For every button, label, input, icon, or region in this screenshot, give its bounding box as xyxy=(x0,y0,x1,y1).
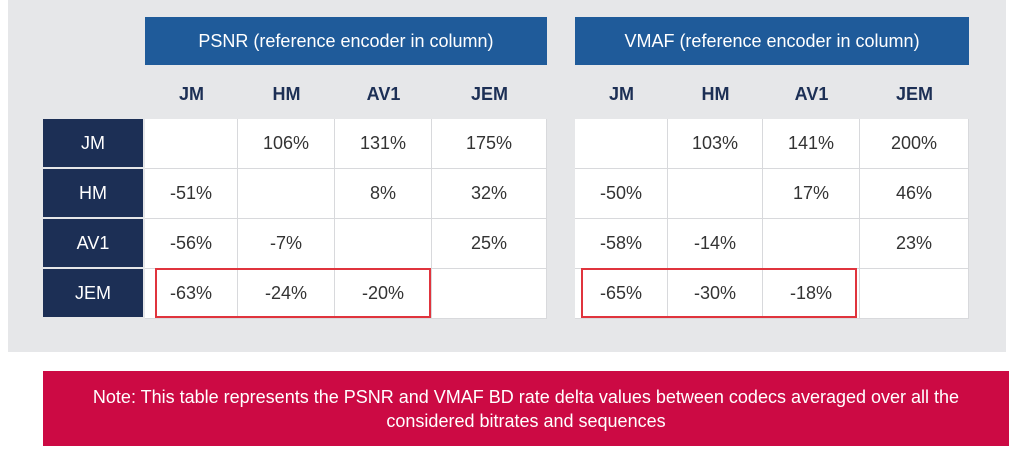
vmaf-col-header-jm: JM xyxy=(608,84,634,104)
note-text: Note: This table represents the PSNR and… xyxy=(92,386,960,431)
row-header-av1: AV1 xyxy=(43,219,143,268)
psnr-cell: 8% xyxy=(335,169,432,219)
psnr-cell: -56% xyxy=(145,219,238,269)
vmaf-cell: -30% xyxy=(668,269,763,319)
vmaf-col-header-av1: AV1 xyxy=(794,84,829,104)
psnr-col-header-hm: HM xyxy=(272,84,301,104)
vmaf-cell: 23% xyxy=(860,219,969,269)
psnr-cell xyxy=(432,269,547,319)
psnr-cell: 175% xyxy=(432,119,547,169)
vmaf-cell: 200% xyxy=(860,119,969,169)
vmaf-cell: -18% xyxy=(763,269,860,319)
vmaf-cell: 17% xyxy=(763,169,860,219)
psnr-col-header-jem: JEM xyxy=(470,84,508,104)
psnr-cell: 131% xyxy=(335,119,432,169)
row-header-jem: JEM xyxy=(43,269,143,318)
psnr-cell: 106% xyxy=(238,119,335,169)
vmaf-cell xyxy=(860,269,969,319)
psnr-cell: -20% xyxy=(335,269,432,319)
psnr-cell: -7% xyxy=(238,219,335,269)
note-banner: Note: This table represents the PSNR and… xyxy=(43,371,1009,446)
vmaf-cell: -50% xyxy=(575,169,668,219)
psnr-cell: -51% xyxy=(145,169,238,219)
psnr-cell xyxy=(145,119,238,169)
vmaf-cell xyxy=(763,219,860,269)
psnr-col-header-av1: AV1 xyxy=(366,84,401,104)
vmaf-cell: -14% xyxy=(668,219,763,269)
psnr-cell xyxy=(238,169,335,219)
vmaf-col-header-jem: JEM xyxy=(895,84,933,104)
psnr-col-header-jm: JM xyxy=(178,84,204,104)
vmaf-cell xyxy=(668,169,763,219)
vmaf-group-header: VMAF (reference encoder in column) xyxy=(575,17,969,65)
psnr-cell: -63% xyxy=(145,269,238,319)
vmaf-cell: 103% xyxy=(668,119,763,169)
psnr-cell: -24% xyxy=(238,269,335,319)
vmaf-cell: -58% xyxy=(575,219,668,269)
vmaf-cell: -65% xyxy=(575,269,668,319)
psnr-cell: 32% xyxy=(432,169,547,219)
vmaf-cell: 141% xyxy=(763,119,860,169)
psnr-cell xyxy=(335,219,432,269)
row-header-jm: JM xyxy=(43,119,143,168)
vmaf-cell xyxy=(575,119,668,169)
vmaf-col-header-hm: HM xyxy=(701,84,730,104)
psnr-cell: 25% xyxy=(432,219,547,269)
vmaf-cell: 46% xyxy=(860,169,969,219)
psnr-group-header: PSNR (reference encoder in column) xyxy=(145,17,547,65)
row-header-hm: HM xyxy=(43,169,143,218)
